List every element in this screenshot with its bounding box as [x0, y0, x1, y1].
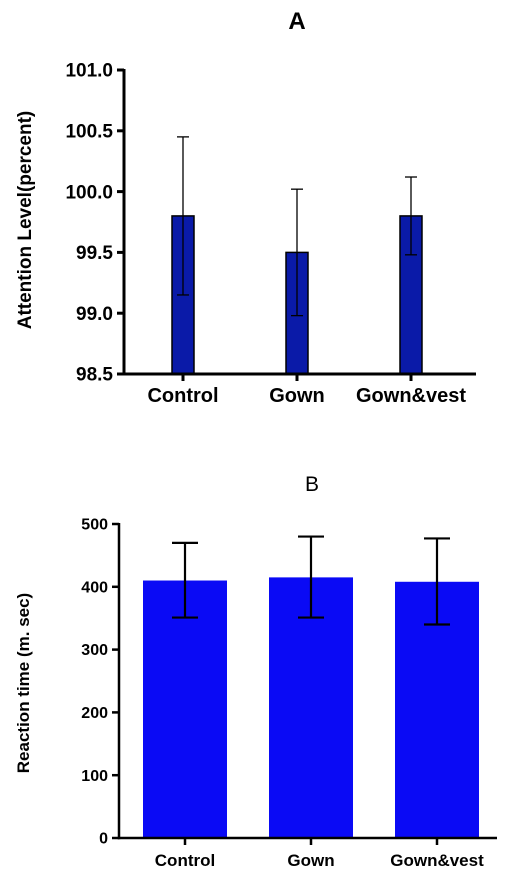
panel-b-plot-area: 0 100 200 300 400 500 Control Gown Gown&vest	[81, 517, 497, 870]
y-tick-label: 100.0	[65, 182, 113, 203]
panel-a-title: A	[288, 8, 305, 35]
panel-b-title: B	[305, 473, 319, 496]
y-tick-label: 99.5	[76, 243, 113, 264]
bar-gown	[269, 577, 353, 838]
y-tick-label: 200	[81, 705, 108, 722]
bar-control	[143, 580, 227, 838]
y-tick-label: 400	[81, 579, 108, 596]
y-tick-label: 100	[81, 768, 108, 785]
x-tick-label: Gown	[269, 385, 325, 407]
y-tick-label: 101.0	[65, 61, 113, 82]
y-tick-label: 300	[81, 642, 108, 659]
y-tick-label: 99.0	[76, 304, 113, 325]
panel-b-y-axis-label: Reaction time (m. sec)	[14, 593, 33, 773]
x-tick-label: Control	[155, 851, 215, 870]
y-tick-label: 98.5	[76, 365, 113, 386]
panel-a-attention-chart: A Attention Level(percent) 98.5 99.0 99.5 1…	[15, 8, 476, 407]
x-tick-label: Control	[147, 385, 218, 407]
y-tick-label: 0	[99, 831, 108, 848]
x-tick-label: Gown	[287, 851, 334, 870]
panel-a-plot-area: 98.5 99.0 99.5 100.0 100.5 101.0 Control Gown Go…	[65, 61, 476, 407]
y-tick-label: 500	[81, 517, 108, 534]
panel-a-y-axis-label: Attention Level(percent)	[15, 111, 36, 330]
y-tick-label: 100.5	[65, 121, 113, 142]
panel-b-reaction-chart: B Reaction time (m. sec) 0 100 200 300 400 50…	[14, 473, 497, 870]
x-tick-label: Gown&vest	[356, 385, 466, 407]
x-tick-label: Gown&vest	[390, 851, 484, 870]
